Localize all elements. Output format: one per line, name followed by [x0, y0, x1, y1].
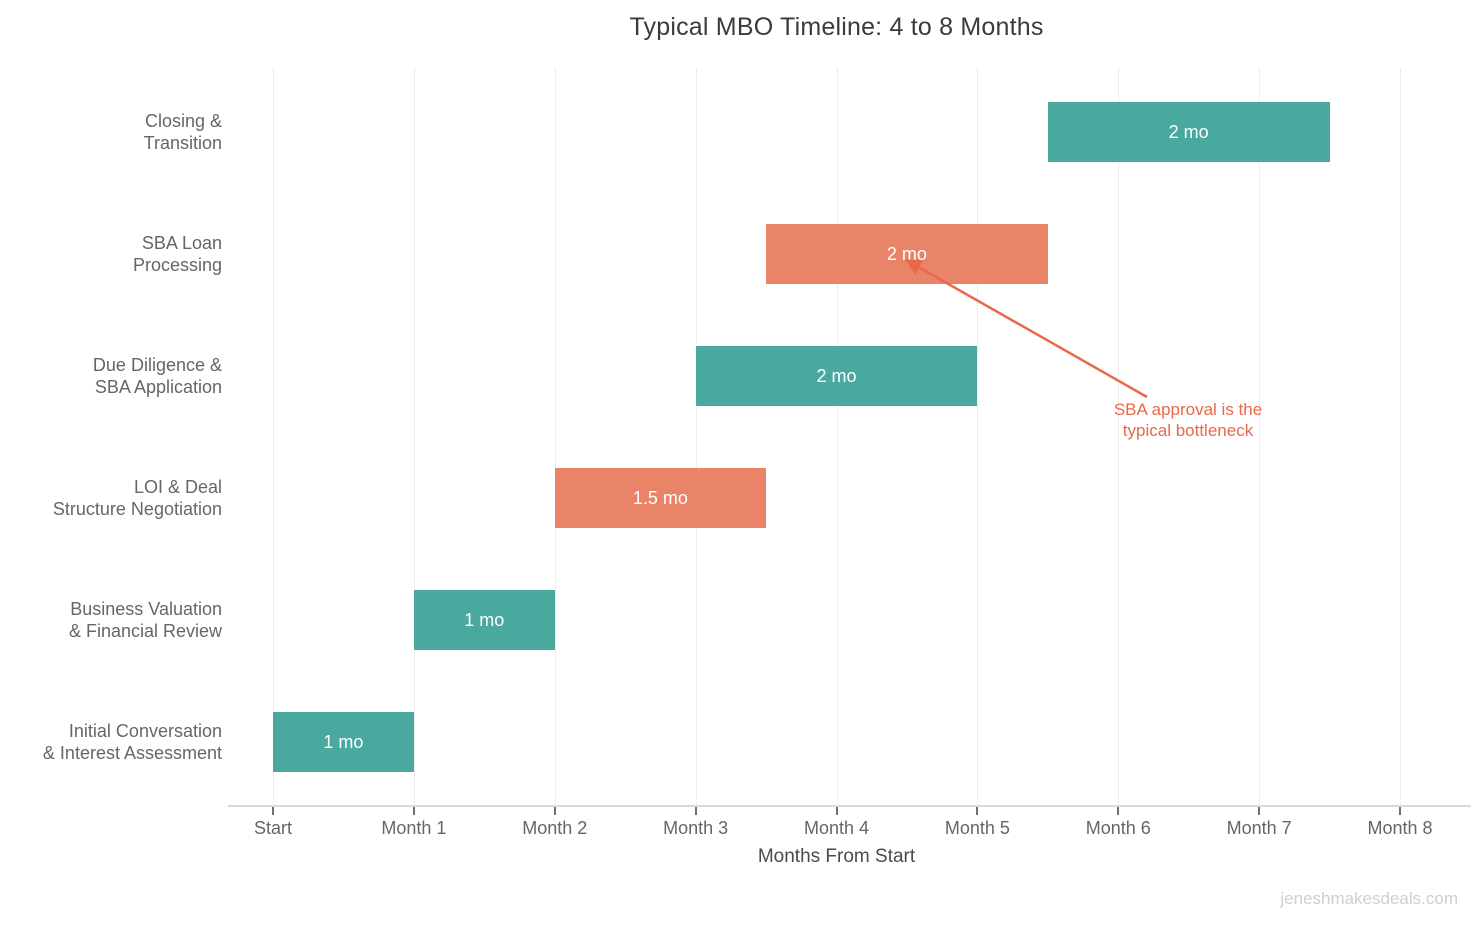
x-axis-tick-label: Start: [253, 818, 292, 838]
y-axis-label: SBA Loan Processing: [0, 232, 222, 276]
y-axis-label: Business Valuation & Financial Review: [0, 598, 222, 642]
y-axis-label-line: LOI & Deal: [133, 477, 222, 497]
annotation-line-1: SBA approval is the: [1113, 400, 1263, 419]
gridline: [1118, 68, 1120, 806]
task-bar: 1 mo: [413, 590, 555, 650]
x-axis-tick-label: Month 6: [1085, 818, 1151, 838]
y-axis-label: Closing & Transition: [0, 110, 222, 154]
gridline: [273, 68, 274, 806]
task-bar-label: 2 mo: [886, 243, 927, 264]
y-axis-label-line: & Financial Review: [68, 621, 222, 641]
x-axis-tick-label: Month 1: [381, 818, 447, 838]
y-axis-label-line: SBA Loan: [141, 233, 222, 253]
task-bar: 2 mo: [766, 224, 1048, 284]
task-bar-label: 2 mo: [816, 365, 857, 386]
x-axis-tick: [1399, 806, 1401, 815]
gridline: [977, 68, 979, 806]
gridline: [1400, 68, 1401, 806]
x-axis-line: [228, 805, 1471, 807]
x-axis-tick: [1117, 806, 1120, 815]
watermark: jeneshmakesdeals.com: [1280, 889, 1458, 908]
y-axis-label-line: Due Diligence &: [92, 355, 222, 375]
gridline: [413, 68, 415, 806]
x-axis-tick-label: Month 3: [663, 818, 729, 838]
x-axis-tick: [694, 806, 697, 815]
y-axis-label: Initial Conversation & Interest Assessmen…: [0, 720, 222, 764]
y-axis-label-line: Closing &: [144, 111, 222, 131]
annotation-text: SBA approval is the typical bottleneck: [1078, 399, 1298, 441]
task-bar-label: 1.5 mo: [632, 487, 688, 508]
x-axis-tick-label: Month 8: [1367, 818, 1433, 838]
gridline: [836, 68, 838, 806]
x-axis-tick-label: Month 5: [944, 818, 1010, 838]
y-axis-label-line: Processing: [132, 255, 222, 275]
gridline: [1259, 68, 1261, 806]
x-axis-tick: [412, 806, 415, 815]
task-bar: 2 mo: [695, 346, 978, 406]
task-bar: 1.5 mo: [554, 468, 767, 528]
task-bar-label: 1 mo: [464, 609, 505, 630]
y-axis-label-line: Business Valuation: [70, 599, 222, 619]
x-axis-tick-label: Month 2: [522, 818, 588, 838]
y-axis-label-line: Initial Conversation: [68, 721, 222, 741]
x-axis-title: Months From Start: [757, 846, 916, 867]
x-axis-tick: [976, 806, 979, 815]
x-axis-tick: [835, 806, 838, 815]
x-axis-tick: [1258, 806, 1261, 815]
x-axis-tick-label: Month 4: [803, 818, 870, 838]
x-axis-tick: [272, 806, 274, 815]
gridline: [695, 68, 697, 806]
task-bar: 1 mo: [273, 712, 414, 772]
y-axis-label: Due Diligence & SBA Application: [0, 354, 222, 398]
x-axis-tick-label: Month 7: [1226, 818, 1292, 838]
annotation-line-2: typical bottleneck: [1122, 421, 1254, 440]
y-axis-label: LOI & Deal Structure Negotiation: [0, 476, 222, 520]
task-bar-label: 2 mo: [1168, 121, 1209, 142]
chart-title: Typical MBO Timeline: 4 to 8 Months: [629, 13, 1044, 41]
y-axis-label-line: Transition: [143, 133, 222, 153]
y-axis-label-line: SBA Application: [94, 377, 222, 397]
x-axis-tick: [553, 806, 556, 815]
gridline: [554, 68, 556, 806]
task-bar: 2 mo: [1047, 102, 1330, 162]
y-axis-label-line: Structure Negotiation: [52, 499, 222, 519]
y-axis-label-line: & Interest Assessment: [42, 743, 222, 763]
task-bar-label: 1 mo: [323, 731, 364, 752]
